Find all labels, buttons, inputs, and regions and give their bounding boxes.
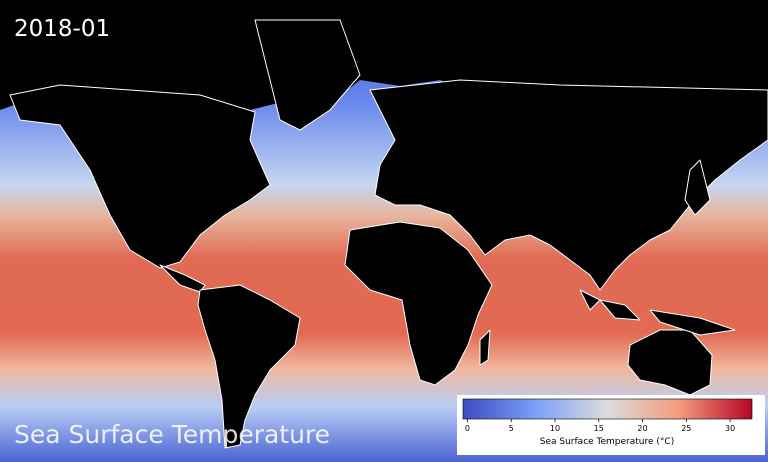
- colorbar-tick-label: 10: [550, 424, 560, 433]
- colorbar-tick-label: 15: [594, 424, 604, 433]
- colorbar-gradient: [462, 398, 753, 420]
- colorbar-tick-label: 20: [637, 424, 647, 433]
- land: [9, 19, 768, 449]
- date-label: 2018-01: [14, 16, 110, 42]
- colorbar-tick-label: 0: [465, 424, 470, 433]
- colorbar-label: Sea Surface Temperature (°C): [540, 437, 674, 447]
- colorbar: Sea Surface Temperature (°C) 0 5 10 15 20 25 3…: [457, 395, 765, 455]
- map-caption: Sea Surface Temperature: [14, 420, 330, 449]
- colorbar-tick-label: 25: [681, 424, 691, 433]
- colorbar-tick-label: 30: [725, 424, 735, 433]
- colorbar-tick-label: 5: [509, 424, 514, 433]
